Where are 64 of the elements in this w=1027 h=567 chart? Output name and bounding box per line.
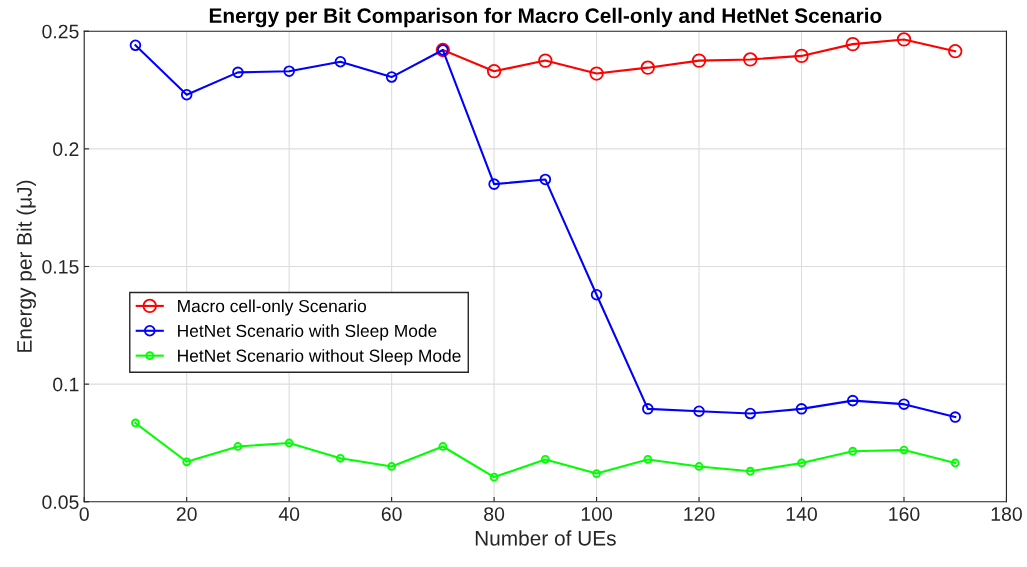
point bbox=[180, 88, 193, 101]
point bbox=[640, 60, 655, 75]
point bbox=[540, 455, 550, 464]
point bbox=[592, 469, 601, 478]
y-tick-label: 0.2 bbox=[53, 142, 79, 157]
x-tick-label: 80 bbox=[484, 507, 505, 521]
point bbox=[387, 462, 397, 471]
point bbox=[691, 53, 707, 68]
point bbox=[745, 466, 755, 476]
point bbox=[489, 472, 499, 482]
point bbox=[950, 458, 960, 468]
point bbox=[438, 442, 448, 451]
point bbox=[336, 453, 345, 463]
x-tick-label: 100 bbox=[581, 507, 613, 521]
x-tick-label: 0 bbox=[79, 507, 89, 521]
point bbox=[131, 418, 140, 428]
point bbox=[794, 48, 809, 64]
point bbox=[334, 56, 347, 68]
x-tick-label: 120 bbox=[684, 507, 715, 521]
point bbox=[232, 66, 244, 79]
point bbox=[589, 66, 604, 81]
legend-label: Macro cell-only Scenario bbox=[178, 299, 367, 316]
point bbox=[539, 173, 552, 186]
x-tick-label: 160 bbox=[889, 507, 920, 521]
x-tick-label: 40 bbox=[278, 507, 300, 521]
point bbox=[898, 398, 910, 410]
x-tick-label: 60 bbox=[381, 507, 402, 521]
x-tick-label: 180 bbox=[991, 507, 1022, 521]
point bbox=[949, 411, 961, 423]
y-tick-label: 0.15 bbox=[42, 259, 79, 274]
y-tick-label: 0.05 bbox=[42, 495, 79, 510]
legend-label: HetNet Scenario with Sleep Mode bbox=[178, 324, 437, 341]
point bbox=[488, 178, 500, 190]
point bbox=[694, 462, 704, 471]
x-axis-title: Number of UEs bbox=[475, 530, 616, 546]
y-tick-label: 0.1 bbox=[53, 377, 79, 392]
x-tick-label: 20 bbox=[176, 507, 197, 521]
point bbox=[129, 39, 142, 52]
point bbox=[284, 438, 294, 448]
point bbox=[233, 442, 243, 451]
point bbox=[538, 53, 553, 68]
point bbox=[848, 446, 858, 456]
point bbox=[182, 457, 192, 467]
point bbox=[693, 405, 705, 417]
point bbox=[899, 445, 909, 455]
y-tick-label: 0.25 bbox=[42, 24, 79, 39]
point bbox=[590, 288, 603, 301]
point bbox=[283, 65, 295, 77]
x-tick-label: 140 bbox=[786, 507, 817, 521]
point bbox=[896, 32, 912, 47]
y-axis-title: Energy per Bit (μJ) bbox=[16, 180, 36, 352]
point bbox=[795, 403, 808, 415]
point bbox=[385, 71, 398, 83]
point bbox=[797, 458, 806, 468]
point bbox=[845, 36, 860, 52]
chart-title: Energy per Bit Comparison for Macro Cell-only and HetNet Scenario bbox=[209, 7, 882, 28]
point bbox=[642, 403, 654, 415]
point bbox=[846, 394, 859, 407]
point bbox=[743, 52, 758, 67]
legend-label: HetNet Scenario without Sleep Mode bbox=[178, 349, 461, 366]
point bbox=[643, 455, 653, 464]
point bbox=[948, 44, 963, 59]
point bbox=[744, 407, 757, 420]
point bbox=[486, 64, 502, 79]
